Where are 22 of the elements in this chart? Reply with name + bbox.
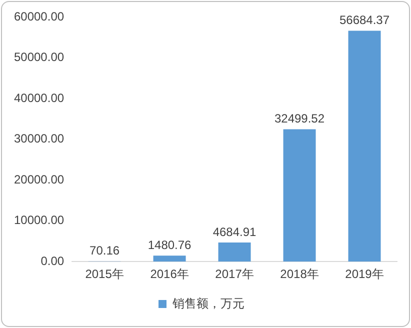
bar bbox=[153, 256, 186, 262]
x-tick-label: 2018年 bbox=[280, 267, 319, 282]
bar bbox=[283, 129, 316, 262]
y-tick-label: 50000.00 bbox=[14, 50, 64, 64]
data-label: 70.16 bbox=[90, 244, 120, 258]
y-tick-label: 10000.00 bbox=[14, 213, 64, 228]
y-tick-label: 40000.00 bbox=[14, 90, 64, 105]
data-label: 4684.91 bbox=[212, 224, 257, 239]
y-tick-label: 0.00 bbox=[40, 254, 64, 268]
y-tick-label: 30000.00 bbox=[14, 132, 64, 146]
data-label: 56684.37 bbox=[339, 13, 390, 28]
bar bbox=[218, 242, 251, 262]
legend-label: 销售额，万元 bbox=[172, 296, 244, 310]
x-tick-label: 2016年 bbox=[150, 267, 189, 282]
x-tick-label: 2019年 bbox=[345, 267, 384, 282]
bar bbox=[348, 30, 381, 262]
data-label: 32499.52 bbox=[274, 112, 325, 126]
y-tick-label: 20000.00 bbox=[14, 172, 64, 186]
data-label: 1480.76 bbox=[148, 238, 192, 252]
y-tick-label: 60000.00 bbox=[14, 10, 64, 24]
x-tick-label: 2015年 bbox=[85, 267, 124, 282]
x-tick-label: 2017年 bbox=[215, 267, 254, 282]
